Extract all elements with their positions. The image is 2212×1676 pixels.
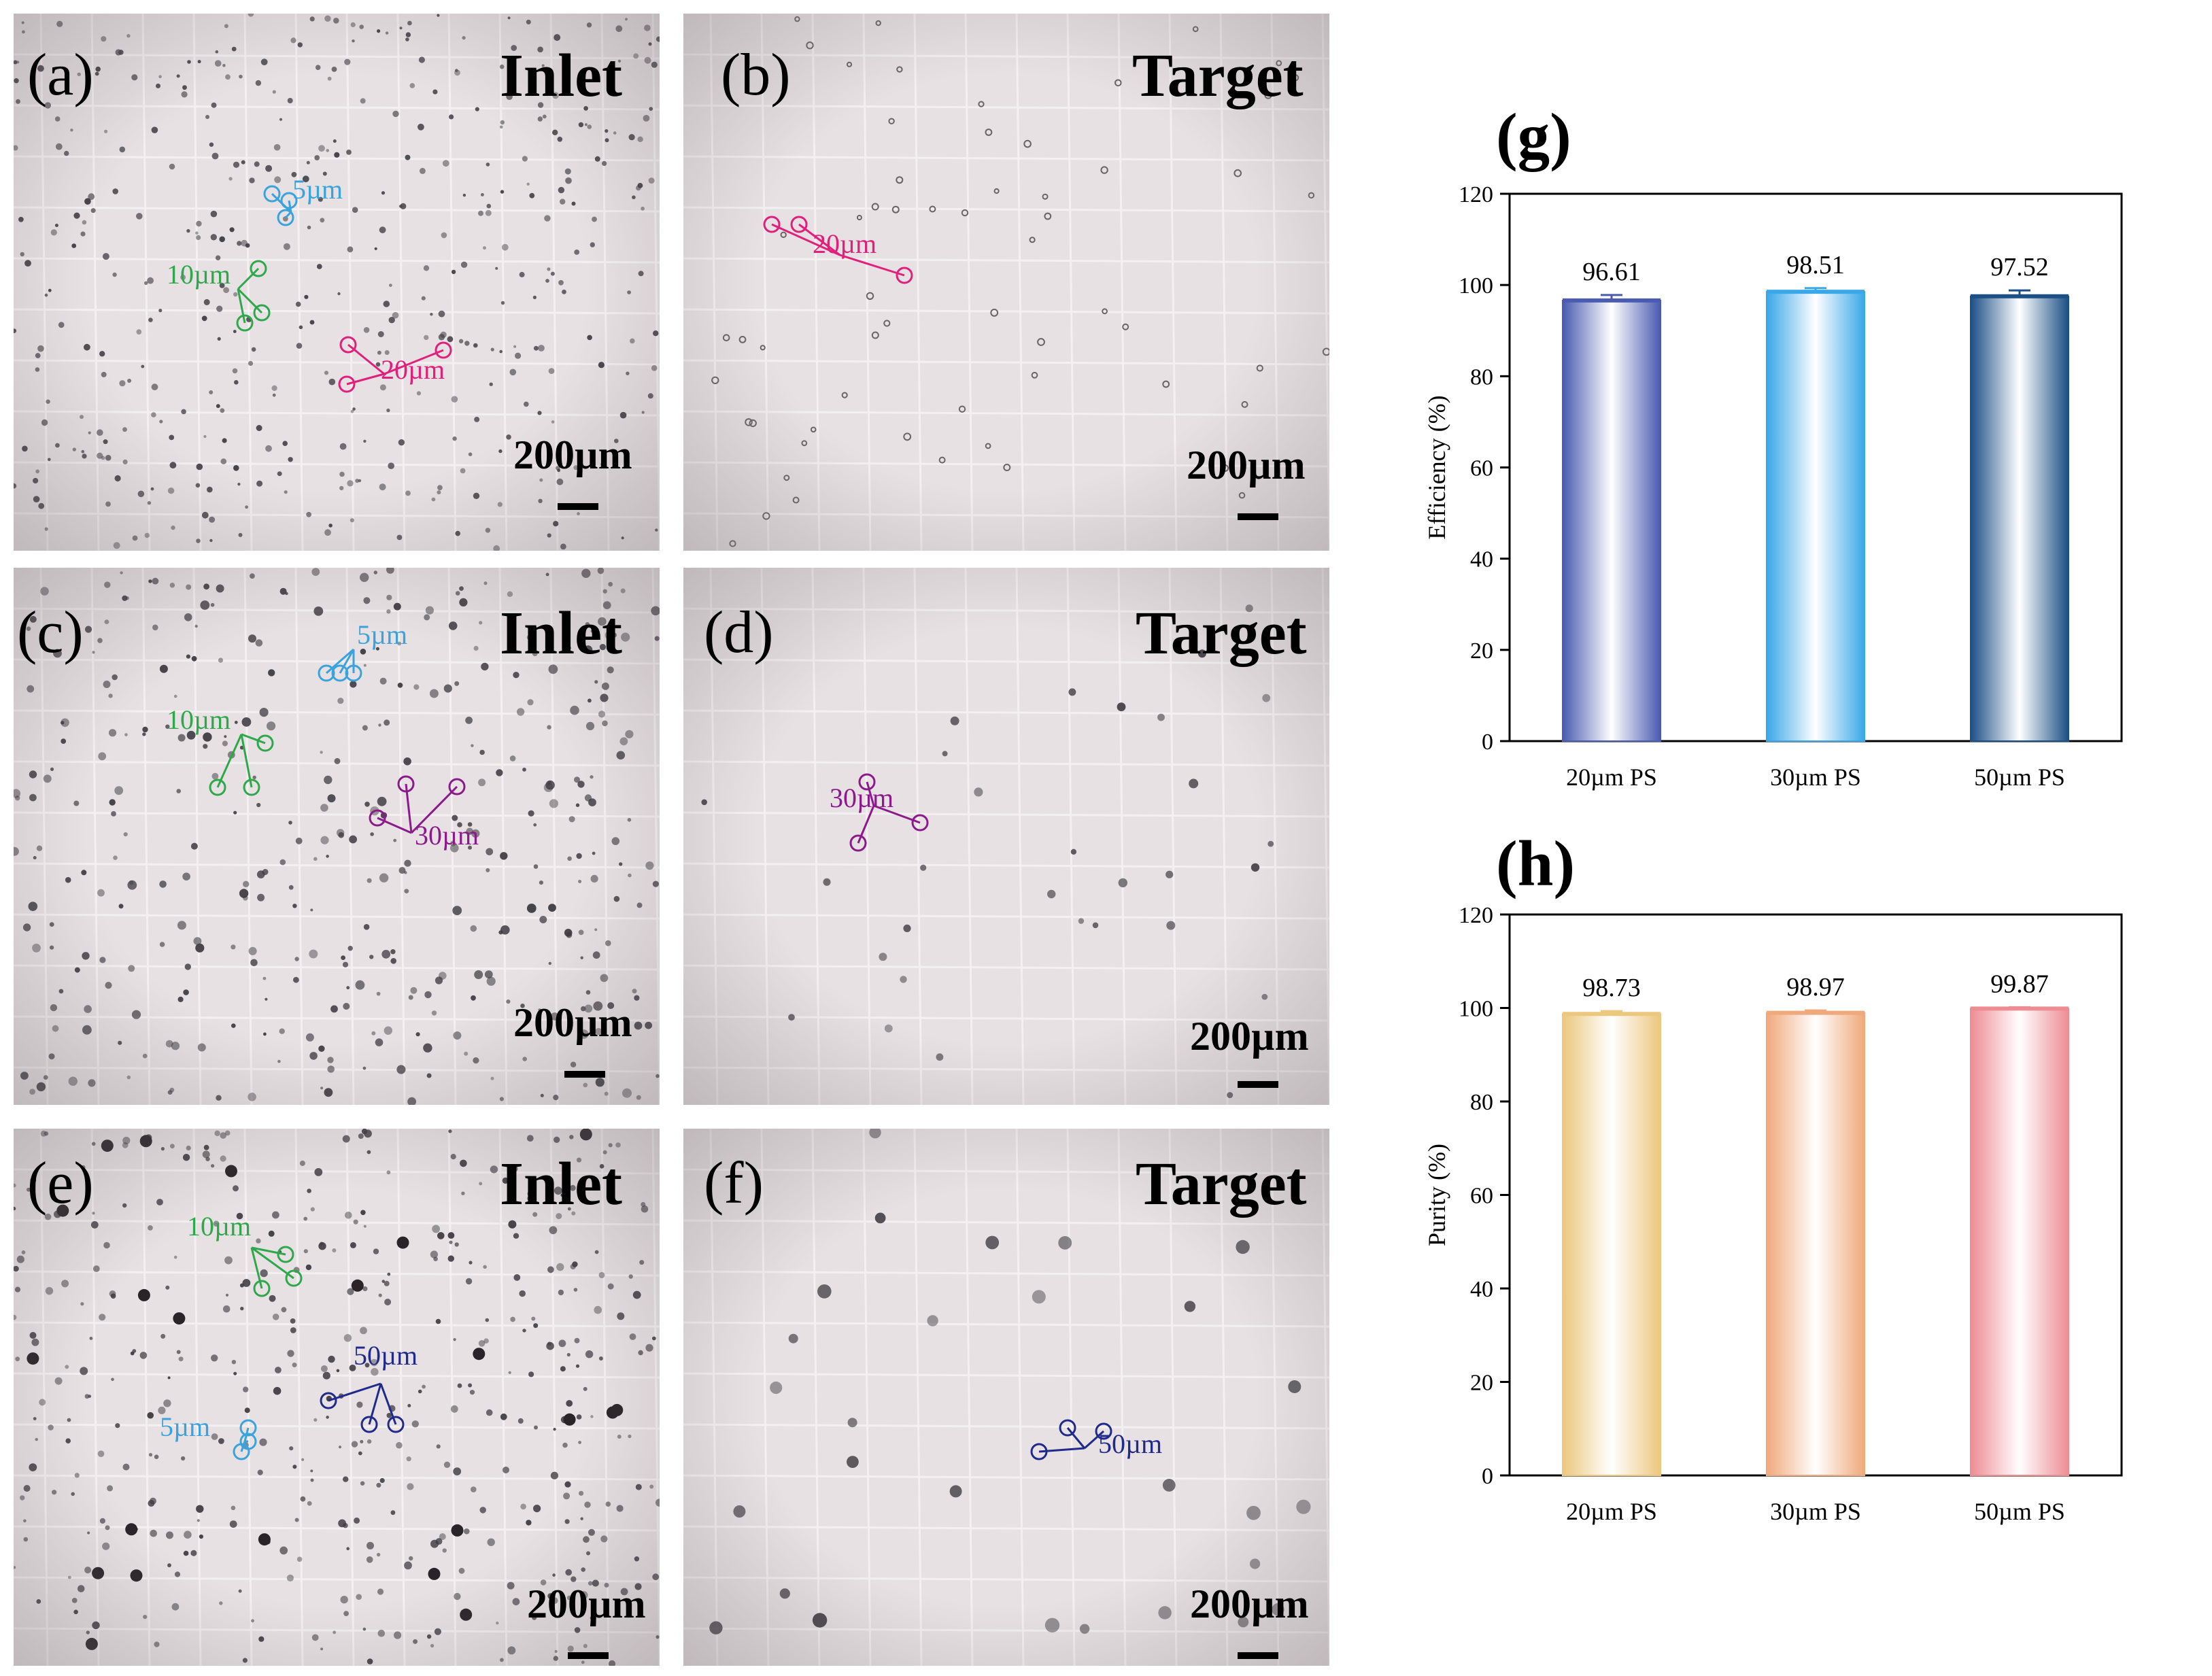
category-label-1: 30µm PS: [1770, 1498, 1861, 1525]
micrograph-panel-b: (b) Target 200µm 20µm: [683, 14, 1329, 551]
panel-letter: (e): [27, 1150, 94, 1216]
micrograph-panel-c: (c) Inlet 200µm 5µm 10µm 30µm: [14, 568, 660, 1105]
scale-label: 200µm: [1187, 443, 1306, 488]
category-label-2: 50µm PS: [1974, 1498, 2065, 1525]
particle-field: [14, 568, 660, 1105]
size-annotation: 50µm: [1098, 1429, 1163, 1459]
particle-field: [683, 1129, 1329, 1666]
scale-bar: [564, 1071, 605, 1078]
bar-2: [1970, 295, 2069, 742]
scale-label: 200µm: [513, 432, 632, 477]
value-label-2: 97.52: [1990, 253, 2049, 281]
panel-title: Inlet: [500, 600, 622, 667]
value-label-2: 99.87: [1990, 970, 2049, 998]
category-label-0: 20µm PS: [1566, 1498, 1657, 1525]
scale-bar: [1238, 1652, 1278, 1659]
y-tick-label: 0: [1482, 730, 1493, 755]
scale-label: 200µm: [527, 1581, 646, 1626]
y-axis-label: Purity (%): [1423, 1144, 1450, 1246]
panel-letter: (b): [721, 42, 791, 108]
size-annotation: 10µm: [167, 704, 231, 735]
purity-chart: 0 20 40 60 80 100 120 Purity (%) 98.73 20µm PS 98.…: [1423, 903, 2123, 1525]
particle-field: [683, 568, 1329, 1105]
y-tick-label: 20: [1470, 1371, 1493, 1396]
size-annotation: 5µm: [357, 619, 408, 650]
y-tick-label: 80: [1470, 364, 1493, 390]
y-tick-label: 100: [1459, 997, 1493, 1022]
size-annotation: 5µm: [160, 1412, 211, 1442]
y-tick-label: 0: [1482, 1464, 1493, 1489]
category-label-0: 20µm PS: [1566, 764, 1657, 791]
category-label-2: 50µm PS: [1974, 764, 2065, 791]
y-tick-label: 120: [1459, 903, 1493, 928]
micrograph-panel-d: (d) Target 200µm 30µm: [683, 568, 1329, 1105]
particle-field: [14, 1129, 660, 1666]
y-tick-label: 120: [1459, 182, 1493, 207]
micrograph-panel-e: (e) Inlet 200µm 10µm 50µm 5µm: [14, 1129, 660, 1666]
y-tick-label: 60: [1470, 1184, 1493, 1209]
efficiency-chart: 0 20 40 60 80 100 120 Efficiency (%) 96.61 20µm P…: [1423, 182, 2123, 791]
bar-0: [1562, 1013, 1661, 1476]
panel-title: Target: [1132, 42, 1304, 109]
y-tick-label: 100: [1459, 273, 1493, 298]
panel-letter: (a): [27, 42, 94, 108]
scale-bar: [1238, 1081, 1278, 1088]
size-annotation: 30µm: [415, 820, 479, 851]
particle-field: [683, 14, 1329, 551]
micrograph-panel-f: (f) Target 200µm 50µm: [683, 1129, 1329, 1666]
scale-label: 200µm: [513, 1000, 632, 1045]
particle-field: [14, 14, 660, 551]
chart-h-letter: (h): [1496, 827, 1576, 900]
y-tick-label: 80: [1470, 1090, 1493, 1115]
category-label-1: 30µm PS: [1770, 764, 1861, 791]
value-label-1: 98.97: [1786, 973, 1845, 1002]
size-annotation: 10µm: [187, 1211, 252, 1242]
value-label-1: 98.51: [1786, 251, 1845, 279]
size-annotation: 20µm: [813, 228, 877, 259]
bar-1: [1766, 291, 1865, 742]
panel-letter: (f): [704, 1150, 764, 1216]
value-label-0: 98.73: [1582, 974, 1641, 1002]
y-tick-label: 40: [1470, 547, 1493, 572]
y-tick-label: 60: [1470, 456, 1493, 481]
y-tick-label: 20: [1470, 638, 1493, 664]
micrograph-panel-a: (a) Inlet 200µm 5µm 10µm 20µm: [14, 14, 660, 551]
panel-letter: (d): [704, 600, 774, 666]
size-annotation: 5µm: [292, 174, 343, 205]
bar-0: [1562, 299, 1661, 742]
value-label-0: 96.61: [1582, 258, 1641, 286]
scale-bar: [568, 1652, 609, 1659]
panel-title: Target: [1136, 1150, 1307, 1218]
bar-2: [1970, 1008, 2069, 1477]
bar-1: [1766, 1012, 1865, 1477]
chart-g-letter: (g): [1496, 100, 1571, 172]
scale-label: 200µm: [1190, 1581, 1309, 1626]
size-annotation: 30µm: [830, 783, 894, 813]
panel-letter: (c): [17, 600, 84, 666]
panel-title: Target: [1136, 600, 1307, 667]
scale-bar: [1238, 513, 1278, 520]
scale-bar: [558, 503, 598, 510]
size-annotation: 50µm: [354, 1340, 418, 1371]
panel-title: Inlet: [500, 42, 622, 109]
size-annotation: 20µm: [381, 354, 445, 385]
size-annotation: 10µm: [167, 259, 231, 290]
scale-label: 200µm: [1190, 1014, 1309, 1059]
y-axis-label: Efficiency (%): [1423, 395, 1450, 539]
panel-title: Inlet: [500, 1150, 622, 1218]
y-tick-label: 40: [1470, 1277, 1493, 1302]
